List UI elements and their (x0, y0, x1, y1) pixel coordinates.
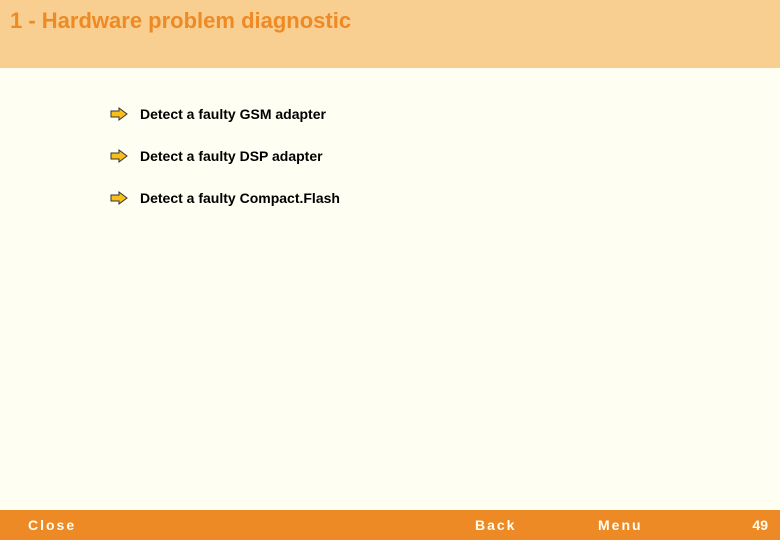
page-title: 1 - Hardware problem diagnostic (10, 8, 770, 34)
list-item[interactable]: Detect a faulty Compact.Flash (110, 190, 780, 206)
footer-bar: Close Back Menu 49 (0, 510, 780, 540)
arrow-right-icon (110, 107, 128, 121)
list-item-label: Detect a faulty GSM adapter (140, 106, 326, 122)
list-item-label: Detect a faulty DSP adapter (140, 148, 323, 164)
content-area: Detect a faulty GSM adapter Detect a fau… (0, 68, 780, 206)
close-button[interactable]: Close (28, 517, 76, 533)
back-button[interactable]: Back (475, 517, 516, 533)
arrow-right-icon (110, 149, 128, 163)
list-item[interactable]: Detect a faulty DSP adapter (110, 148, 780, 164)
page-number: 49 (752, 517, 768, 533)
list-item[interactable]: Detect a faulty GSM adapter (110, 106, 780, 122)
arrow-right-icon (110, 191, 128, 205)
header-bar: 1 - Hardware problem diagnostic (0, 0, 780, 68)
list-item-label: Detect a faulty Compact.Flash (140, 190, 340, 206)
menu-button[interactable]: Menu (598, 517, 643, 533)
